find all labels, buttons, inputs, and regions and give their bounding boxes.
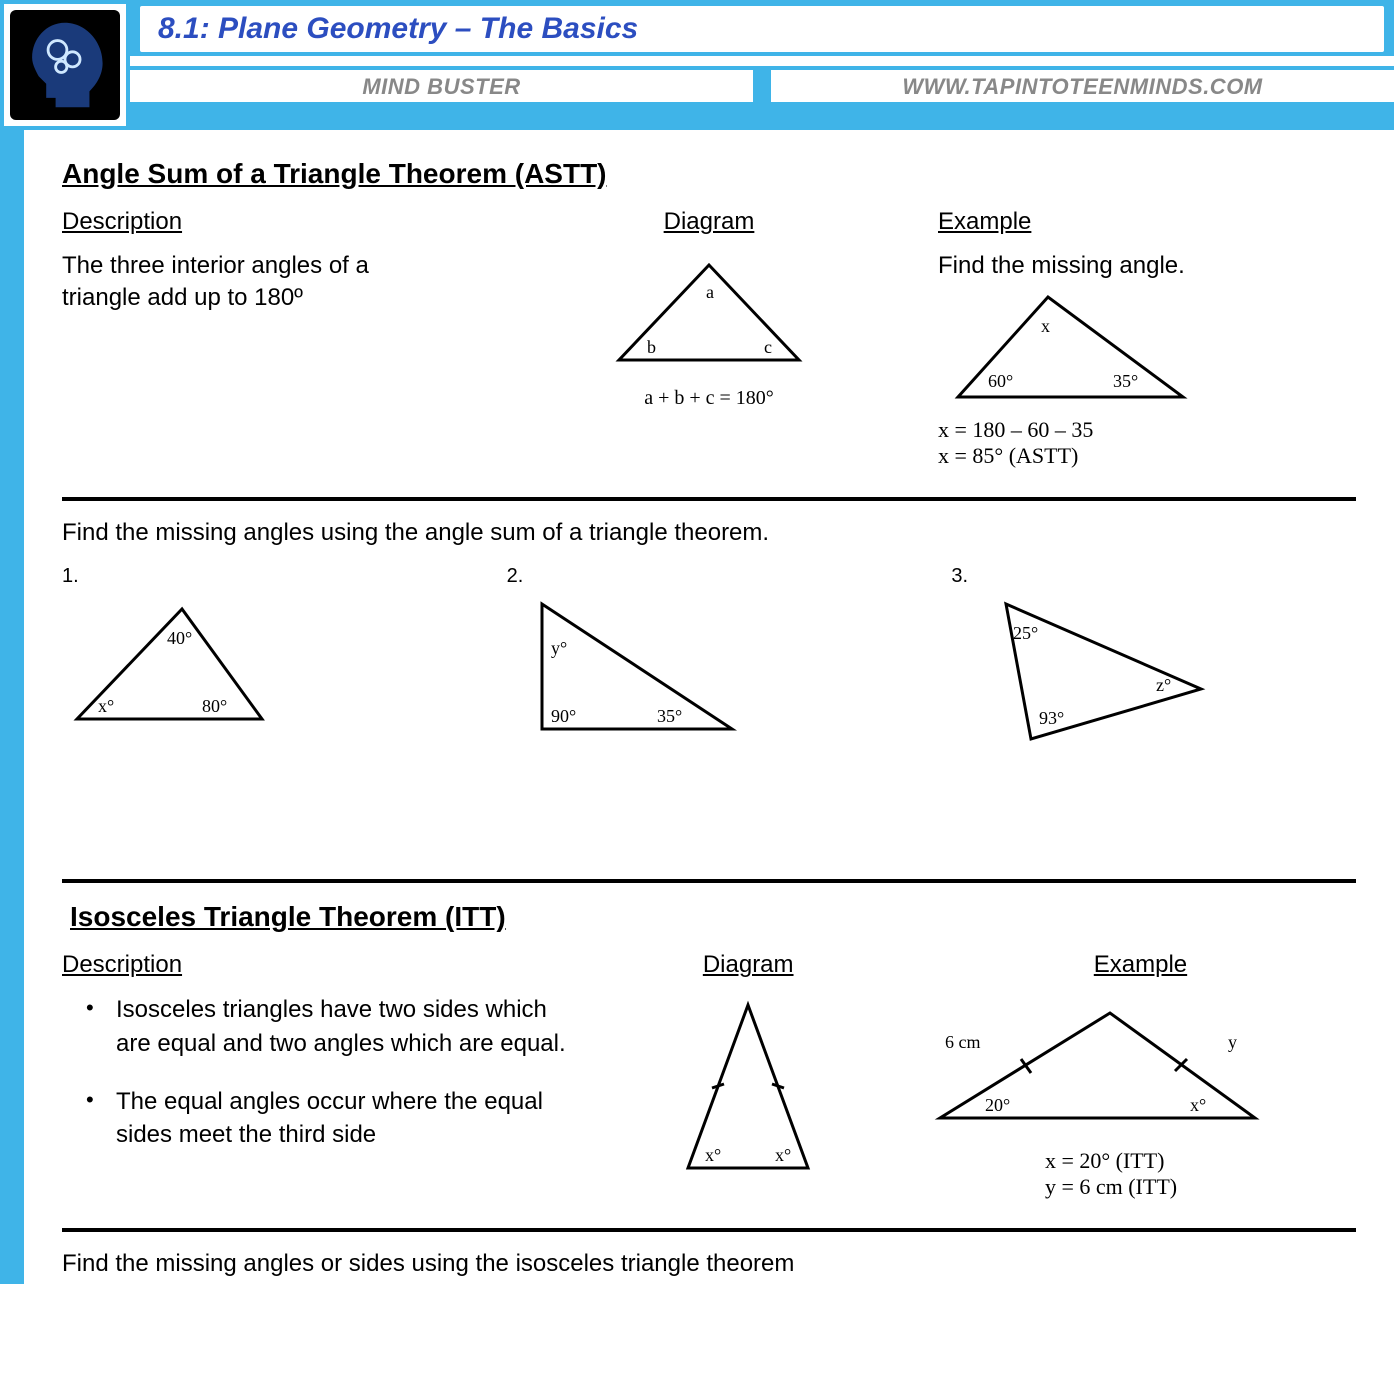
site-url-label: WWW.TAPINTOTEENMINDS.COM (771, 70, 1394, 102)
triangle-abc-diagram: a b c (594, 250, 824, 380)
title-bar: 8.1: Plane Geometry – The Basics (130, 0, 1394, 56)
triangle-example-diagram: x 60° 35° (938, 282, 1198, 412)
svg-text:y: y (1228, 1032, 1237, 1052)
svg-text:93°: 93° (1039, 708, 1064, 728)
example-solution-2: x = 85° (ASTT) (938, 443, 1356, 469)
desc-text: The three interior angles of a triangle … (62, 250, 402, 315)
page: 8.1: Plane Geometry – The Basics MIND BU… (0, 0, 1394, 1284)
diagram-equation: a + b + c = 180° (500, 387, 918, 410)
divider-1 (62, 497, 1356, 501)
divider-2 (62, 879, 1356, 883)
svg-text:60°: 60° (988, 371, 1013, 391)
section1-description: Description The three interior angles of… (62, 208, 480, 315)
svg-text:40°: 40° (167, 628, 192, 648)
section2-heading: Isosceles Triangle Theorem (ITT) (70, 901, 1356, 933)
svg-text:x°: x° (1190, 1095, 1206, 1115)
svg-text:90°: 90° (551, 706, 576, 726)
diagram2-heading: Diagram (591, 951, 905, 979)
svg-text:35°: 35° (657, 706, 682, 726)
section2-example: Example 6 cm y 20° x° x = 20° (ITT) y = … (925, 951, 1356, 1200)
brain-head-icon (10, 10, 120, 120)
svg-text:20°: 20° (985, 1095, 1010, 1115)
section1-heading: Angle Sum of a Triangle Theorem (ASTT) (62, 158, 1356, 190)
svg-text:x°: x° (775, 1145, 791, 1165)
exercise1-prompt: Find the missing angles using the angle … (62, 519, 1356, 547)
example2-sol2: y = 6 cm (ITT) (1045, 1174, 1356, 1200)
svg-text:x: x (1041, 316, 1050, 336)
diagram-heading: Diagram (500, 208, 918, 236)
left-accent-bar (0, 130, 24, 1284)
example2-heading: Example (925, 951, 1356, 979)
desc-heading: Description (62, 208, 480, 236)
isosceles-diagram: x° x° (663, 993, 833, 1183)
svg-text:c: c (764, 337, 772, 357)
problem-3-triangle: 25° 93° z° (951, 594, 1211, 754)
section2-diagram: Diagram x° x° (591, 951, 905, 1188)
exercise2-prompt: Find the missing angles or sides using t… (62, 1250, 1356, 1278)
problem-1: 1. 40° x° 80° (62, 565, 467, 759)
svg-text:80°: 80° (202, 696, 227, 716)
section1-diagram: Diagram a b c a + b + c = 180° (500, 208, 918, 410)
svg-text:y°: y° (551, 638, 567, 658)
isosceles-example: 6 cm y 20° x° (925, 993, 1265, 1143)
svg-text:a: a (706, 282, 714, 302)
section1-example: Example Find the missing angle. x 60° 35… (938, 208, 1356, 469)
svg-text:z°: z° (1156, 675, 1171, 695)
problem-2: 2. y° 90° 35° (507, 565, 912, 759)
logo-box (0, 0, 130, 130)
page-title: 8.1: Plane Geometry – The Basics (158, 12, 638, 45)
problem-2-triangle: y° 90° 35° (507, 594, 747, 744)
bullet-1: Isosceles triangles have two sides which… (86, 993, 571, 1060)
desc2-heading: Description (62, 951, 571, 979)
example2-sol1: x = 20° (ITT) (1045, 1148, 1356, 1174)
problem-3: 3. 25° 93° z° (951, 565, 1356, 759)
mind-buster-label: MIND BUSTER (130, 70, 753, 102)
bullet-2: The equal angles occur where the equal s… (86, 1085, 571, 1152)
problem-1-triangle: 40° x° 80° (62, 594, 282, 734)
svg-text:x°: x° (705, 1145, 721, 1165)
section2-description: Description Isosceles triangles have two… (62, 951, 571, 1175)
section2-row: Description Isosceles triangles have two… (62, 951, 1356, 1200)
exercise1-problems: 1. 40° x° 80° 2. y° 90° 35° (62, 565, 1356, 759)
example-intro: Find the missing angle. (938, 250, 1356, 282)
section1-row: Description The three interior angles of… (62, 208, 1356, 469)
header: 8.1: Plane Geometry – The Basics MIND BU… (0, 0, 1394, 130)
svg-text:b: b (647, 337, 656, 357)
content-area: Angle Sum of a Triangle Theorem (ASTT) D… (24, 130, 1394, 1284)
svg-text:25°: 25° (1013, 623, 1038, 643)
sub-band: MIND BUSTER WWW.TAPINTOTEENMINDS.COM (130, 66, 1394, 108)
divider-3 (62, 1228, 1356, 1232)
example-solution-1: x = 180 – 60 – 35 (938, 417, 1356, 443)
svg-text:35°: 35° (1113, 371, 1138, 391)
svg-text:x°: x° (98, 696, 114, 716)
svg-text:6 cm: 6 cm (945, 1032, 981, 1052)
example-heading: Example (938, 208, 1356, 236)
